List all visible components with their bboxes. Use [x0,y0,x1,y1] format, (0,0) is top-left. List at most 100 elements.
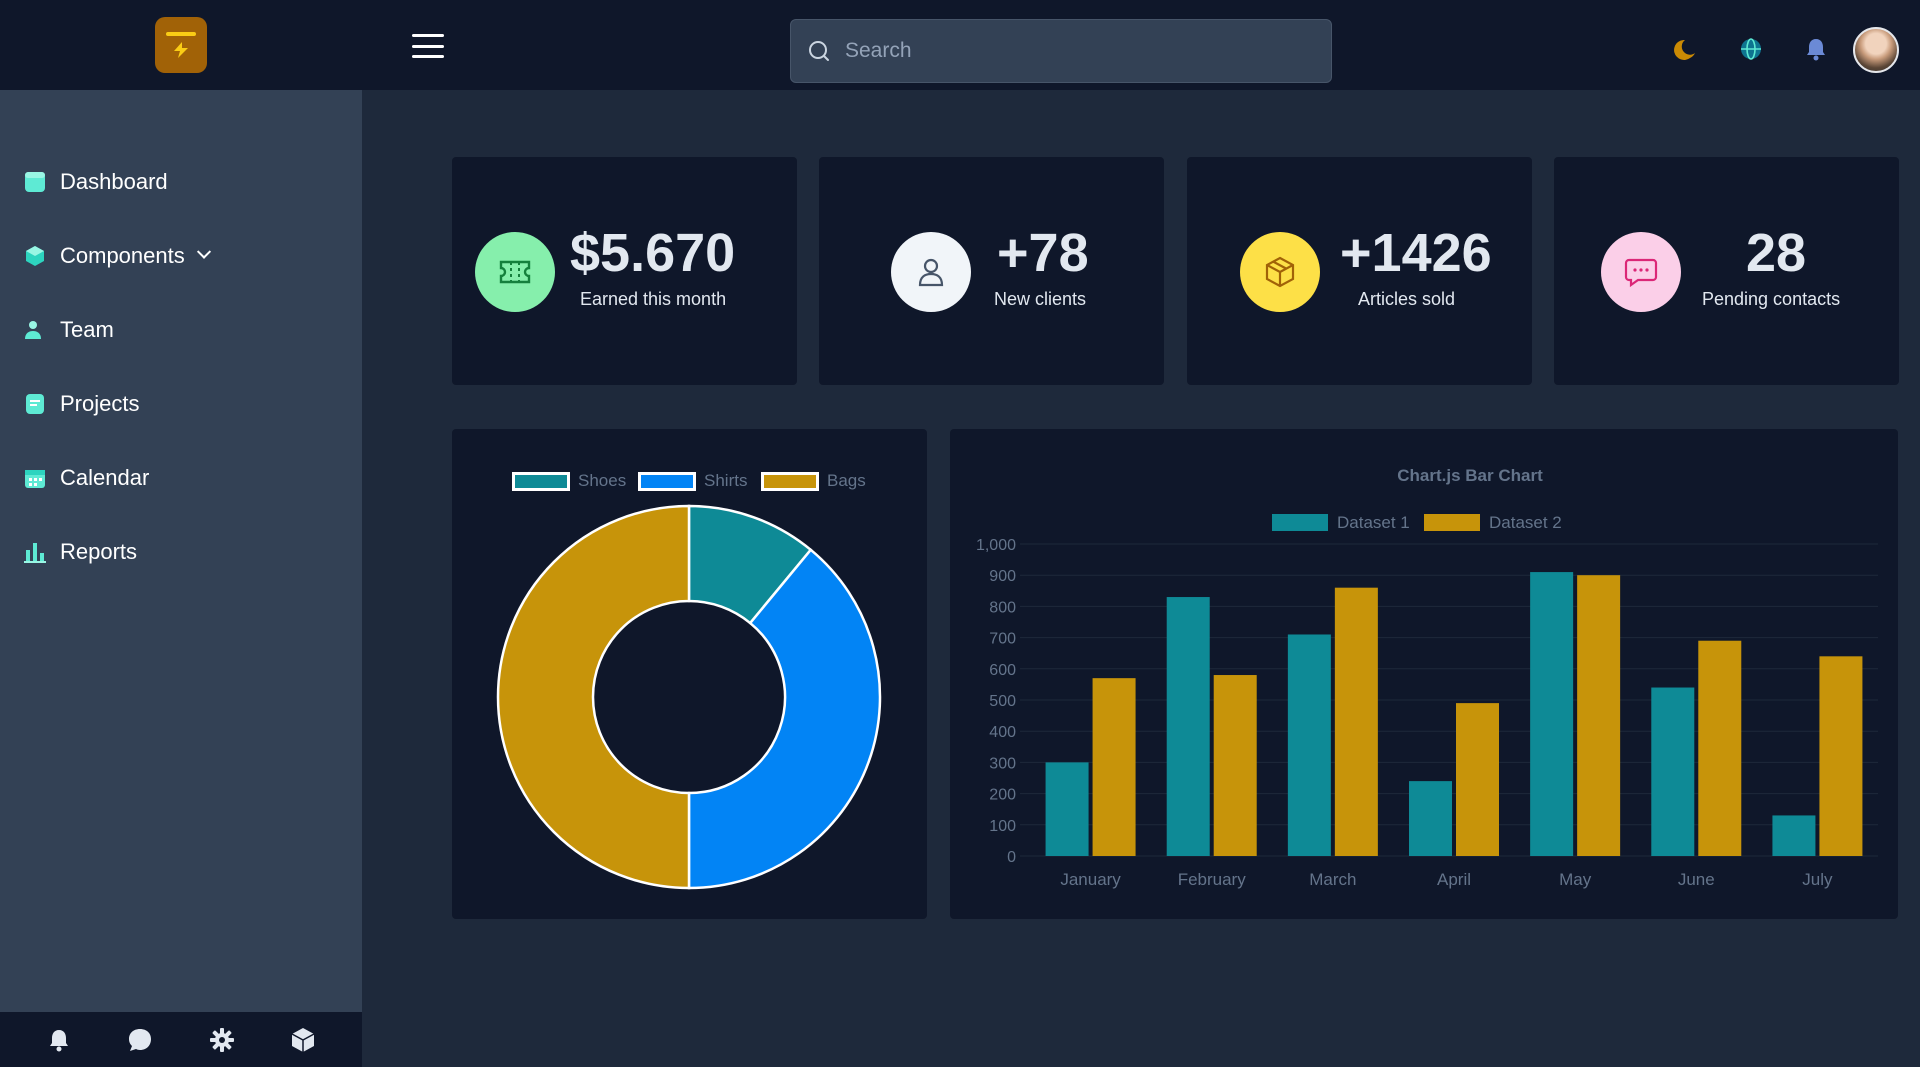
bar-dataset-2-june[interactable] [1698,640,1742,856]
bar-dataset-1-april[interactable] [1409,781,1452,856]
chevron-down-icon[interactable] [196,244,211,259]
document-icon [24,393,46,415]
stat-card-clients: +78 New clients [819,157,1164,385]
legend-swatch[interactable] [1424,514,1480,531]
menu-toggle-button[interactable] [412,34,444,58]
bell-icon[interactable] [1803,36,1829,62]
bar-dataset-2-february[interactable] [1213,675,1257,856]
sidebar-item-team[interactable]: Team [24,310,114,350]
avatar[interactable] [1853,27,1899,73]
x-tick-label: June [1678,870,1715,889]
legend-swatch [512,471,570,491]
dashboard-icon [24,171,46,193]
doughnut-slice-shirts[interactable] [687,548,882,890]
stat-card-earnings: $5.670 Earned this month [452,157,797,385]
y-tick-label: 400 [989,724,1016,741]
gear-icon[interactable] [209,1027,235,1053]
sidebar-item-components[interactable]: Components [24,236,211,276]
doughnut-chart-card: Shoes Shirts Bags [452,429,927,919]
chart-bar-icon [24,541,46,563]
sidebar-item-calendar[interactable]: Calendar [24,458,149,498]
search-input[interactable] [845,39,1305,63]
legend-label: Dataset 1 [1337,513,1410,532]
sidebar-item-label: Components [60,243,185,268]
search-icon [809,41,829,61]
legend-item-shirts[interactable]: Shirts [638,471,747,491]
bar-dataset-1-may[interactable] [1530,572,1574,856]
users-icon [24,319,46,341]
y-tick-label: 100 [989,818,1016,835]
bar-dataset-1-january[interactable] [1045,762,1089,856]
stat-value: 28 [1746,223,1807,283]
ticket-icon [475,232,555,312]
stat-label: Articles sold [1358,289,1456,309]
bolt-icon [174,42,188,58]
bar-dataset-2-july[interactable] [1819,656,1863,856]
y-tick-label: 600 [989,662,1016,679]
y-tick-label: 500 [989,693,1016,710]
x-tick-label: May [1559,870,1592,889]
bar-chart-card: Chart.js Bar Chart Dataset 1 Dataset 2 1,00… [950,429,1898,919]
stat-label: New clients [994,289,1087,309]
legend-item-shoes[interactable]: Shoes [512,471,626,491]
stat-value: +1426 [1340,223,1492,283]
search-box[interactable] [790,19,1332,83]
bar-dataset-2-may[interactable] [1577,575,1621,856]
x-tick-label: March [1309,870,1356,889]
chat-icon [1601,232,1681,312]
moon-icon[interactable] [1673,36,1699,62]
sidebar-item-reports[interactable]: Reports [24,532,137,572]
y-tick-label: 0 [1007,849,1016,866]
sidebar-item-label: Team [60,317,114,342]
doughnut-chart [496,504,882,890]
box-icon [1240,232,1320,312]
bar-dataset-1-july[interactable] [1772,815,1816,856]
top-bar [0,0,1920,90]
legend-label: Dataset 2 [1489,513,1562,532]
app-logo[interactable] [155,17,207,73]
legend-label: Shoes [578,471,627,490]
bar-dataset-2-january[interactable] [1092,678,1136,856]
x-tick-label: February [1178,870,1247,889]
sidebar: Dashboard Components Team Projects Calen… [0,90,362,1012]
doughnut-slice-bags[interactable] [496,504,691,890]
bar-dataset-1-february[interactable] [1166,597,1210,856]
bar-dataset-2-march[interactable] [1334,587,1378,856]
legend-swatch[interactable] [1272,514,1328,531]
y-tick-label: 900 [989,568,1016,585]
legend-label: Shirts [704,471,748,490]
globe-icon[interactable] [1738,36,1764,62]
user-icon [891,232,971,312]
bar-dataset-1-march[interactable] [1287,634,1331,856]
legend-swatch [638,471,696,491]
legend-label: Bags [827,471,866,490]
chart-title: Chart.js Bar Chart [1397,466,1543,485]
cube-icon [24,245,46,267]
y-tick-label: 200 [989,787,1016,804]
bar-dataset-2-april[interactable] [1456,703,1499,856]
cube-icon[interactable] [290,1027,316,1053]
sidebar-item-dashboard[interactable]: Dashboard [24,162,168,202]
sidebar-item-projects[interactable]: Projects [24,384,139,424]
bar-chart: Chart.js Bar Chart Dataset 1 Dataset 2 1,00… [976,466,1878,889]
sidebar-footer [0,1012,362,1067]
y-tick-label: 800 [989,599,1016,616]
bell-icon[interactable] [46,1027,72,1053]
stat-card-contacts: 28 Pending contacts [1554,157,1899,385]
y-tick-label: 1,000 [976,537,1016,554]
stat-label: Earned this month [580,289,727,309]
bar-dataset-1-june[interactable] [1651,687,1695,856]
x-tick-label: April [1437,870,1471,889]
y-tick-label: 300 [989,755,1016,772]
y-tick-label: 700 [989,631,1016,648]
stat-card-articles: +1426 Articles sold [1187,157,1532,385]
sidebar-item-label: Calendar [60,465,150,490]
legend-item-bags[interactable]: Bags [761,471,866,491]
chat-icon[interactable] [127,1027,153,1053]
stat-value: +78 [997,223,1089,283]
calendar-icon [24,467,46,489]
x-tick-label: January [1060,870,1121,889]
x-tick-label: July [1802,870,1833,889]
legend-swatch [761,471,819,491]
sidebar-item-label: Dashboard [60,169,168,194]
